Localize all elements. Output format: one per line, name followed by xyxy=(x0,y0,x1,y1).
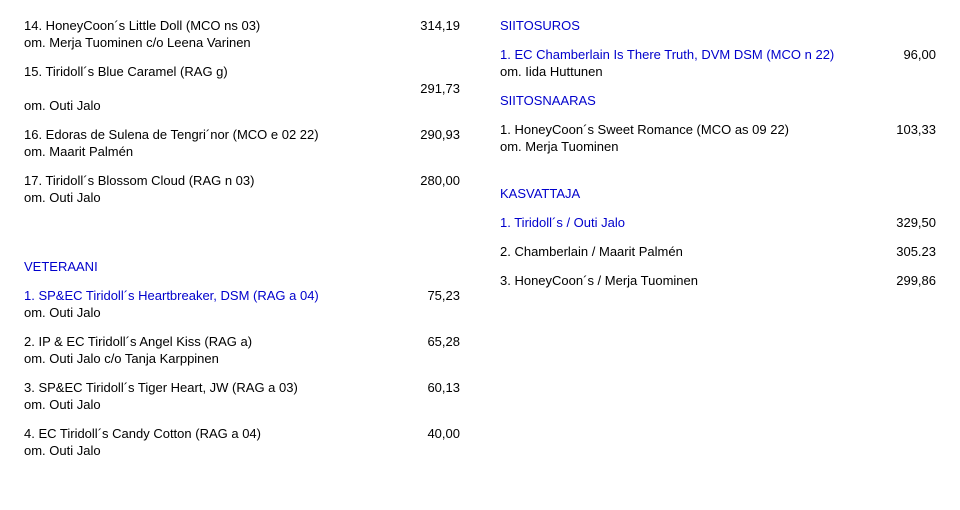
entry-15: 15. Tiridoll´s Blue Caramel (RAG g) 291,… xyxy=(24,64,460,113)
siitosuros-entry-1: 1. EC Chamberlain Is There Truth, DVM DS… xyxy=(500,47,936,79)
entry-14: 14. HoneyCoon´s Little Doll (MCO ns 03) … xyxy=(24,18,460,50)
entry-17: 17. Tiridoll´s Blossom Cloud (RAG n 03) … xyxy=(24,173,460,205)
entry-title: 4. EC Tiridoll´s Candy Cotton (RAG a 04) xyxy=(24,426,427,441)
entry-score: 103,33 xyxy=(896,122,936,137)
entry-16: 16. Edoras de Sulena de Tengri´nor (MCO … xyxy=(24,127,460,159)
veteraani-heading: VETERAANI xyxy=(24,259,460,274)
entry-owner: om. Outi Jalo c/o Tanja Karppinen xyxy=(24,351,460,366)
siitosuros-heading: SIITOSUROS xyxy=(500,18,936,33)
veteraani-entry-2: 2. IP & EC Tiridoll´s Angel Kiss (RAG a)… xyxy=(24,334,460,366)
entry-score: 290,93 xyxy=(420,127,460,142)
entry-title: 2. IP & EC Tiridoll´s Angel Kiss (RAG a) xyxy=(24,334,427,349)
kasvattaja-entry-3: 3. HoneyCoon´s / Merja Tuominen 299,86 xyxy=(500,273,936,288)
entry-title: 1. EC Chamberlain Is There Truth, DVM DS… xyxy=(500,47,903,62)
entry-title: 1. Tiridoll´s / Outi Jalo xyxy=(500,215,896,230)
entry-owner: om. Merja Tuominen xyxy=(500,139,936,154)
entry-owner: om. Outi Jalo xyxy=(24,397,460,412)
entry-title xyxy=(24,81,420,96)
entry-score: 299,86 xyxy=(896,273,936,288)
entry-title: 14. HoneyCoon´s Little Doll (MCO ns 03) xyxy=(24,18,420,33)
entry-title: 3. HoneyCoon´s / Merja Tuominen xyxy=(500,273,896,288)
right-column: SIITOSUROS 1. EC Chamberlain Is There Tr… xyxy=(500,18,936,472)
kasvattaja-entry-1: 1. Tiridoll´s / Outi Jalo 329,50 xyxy=(500,215,936,230)
entry-score: 329,50 xyxy=(896,215,936,230)
veteraani-entry-4: 4. EC Tiridoll´s Candy Cotton (RAG a 04)… xyxy=(24,426,460,458)
entry-owner: om. Iida Huttunen xyxy=(500,64,936,79)
entry-score: 96,00 xyxy=(903,47,936,62)
entry-owner: om. Outi Jalo xyxy=(24,305,460,320)
entry-owner: om. Outi Jalo xyxy=(24,190,460,205)
veteraani-entry-3: 3. SP&EC Tiridoll´s Tiger Heart, JW (RAG… xyxy=(24,380,460,412)
entry-owner: om. Outi Jalo xyxy=(24,443,460,458)
siitosnaaras-entry-1: 1. HoneyCoon´s Sweet Romance (MCO as 09 … xyxy=(500,122,936,154)
siitosnaaras-heading: SIITOSNAARAS xyxy=(500,93,936,108)
entry-score: 280,00 xyxy=(420,173,460,188)
entry-title: 1. SP&EC Tiridoll´s Heartbreaker, DSM (R… xyxy=(24,288,427,303)
entry-score: 75,23 xyxy=(427,288,460,303)
kasvattaja-entry-2: 2. Chamberlain / Maarit Palmén 305.23 xyxy=(500,244,936,259)
entry-title: 17. Tiridoll´s Blossom Cloud (RAG n 03) xyxy=(24,173,420,188)
entry-score: 65,28 xyxy=(427,334,460,349)
entry-title: 16. Edoras de Sulena de Tengri´nor (MCO … xyxy=(24,127,420,142)
entry-owner: om. Outi Jalo xyxy=(24,98,460,113)
entry-title: 2. Chamberlain / Maarit Palmén xyxy=(500,244,896,259)
entry-title: 1. HoneyCoon´s Sweet Romance (MCO as 09 … xyxy=(500,122,896,137)
kasvattaja-heading: KASVATTAJA xyxy=(500,186,936,201)
left-column: 14. HoneyCoon´s Little Doll (MCO ns 03) … xyxy=(24,18,460,472)
entry-owner: om. Merja Tuominen c/o Leena Varinen xyxy=(24,35,460,50)
entry-title: 3. SP&EC Tiridoll´s Tiger Heart, JW (RAG… xyxy=(24,380,427,395)
entry-score: 305.23 xyxy=(896,244,936,259)
veteraani-entry-1: 1. SP&EC Tiridoll´s Heartbreaker, DSM (R… xyxy=(24,288,460,320)
entry-score: 40,00 xyxy=(427,426,460,441)
entry-score: 60,13 xyxy=(427,380,460,395)
entry-owner: om. Maarit Palmén xyxy=(24,144,460,159)
entry-title: 15. Tiridoll´s Blue Caramel (RAG g) xyxy=(24,64,460,79)
entry-score: 291,73 xyxy=(420,81,460,96)
entry-score: 314,19 xyxy=(420,18,460,33)
